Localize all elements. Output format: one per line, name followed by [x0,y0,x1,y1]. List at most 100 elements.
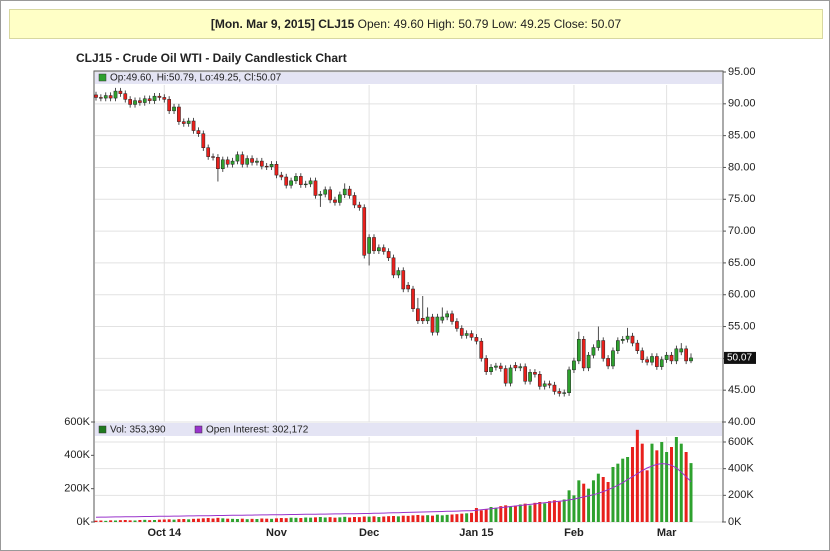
volume-bar [133,520,137,522]
candle-body [123,93,128,100]
volume-bar [494,507,498,522]
volume-bar [367,516,371,522]
candle-body [367,237,371,254]
volume-bar [606,482,610,522]
candle-body [430,316,435,333]
candle-body [435,316,440,333]
volume-bar [352,517,356,522]
volume-bar [216,517,220,522]
y2-tick-label: 600K [728,436,754,448]
volume-bar [650,443,654,522]
candle-body [216,157,220,169]
volume-bar [162,519,166,522]
volume-bar [435,514,439,522]
volume-bar [211,518,215,522]
candle-body [689,357,693,362]
candle-body [196,130,201,134]
candle-body [513,365,518,369]
chart-title: CLJ15 - Crude Oil WTI - Daily Candlestic… [76,51,347,65]
volume-bar [470,512,474,522]
candle-body [333,199,337,203]
candle-body [498,365,503,369]
volume-bar [392,516,395,522]
candle-body [279,174,284,178]
volume-bar [426,515,430,522]
volume-bar [596,473,600,522]
candle-body [557,391,562,394]
price-legend-strip [95,72,722,84]
volume-bar [552,500,556,522]
candle-body [147,98,152,101]
candle-body [528,372,532,382]
volume-bar [587,488,591,522]
y-tick-label: 65.00 [728,257,756,269]
volume-bar [655,450,659,522]
volume-bar [411,515,415,522]
volume-bar [382,516,386,522]
volume-bar [328,517,332,522]
candle-body [635,342,640,351]
y-tick-label: 95.00 [728,66,756,78]
volume-bar [99,520,103,522]
volume-bar [196,518,200,522]
volume-bar [533,502,537,522]
y2-tick-label: 400K [728,463,754,475]
y-tick-label: 55.00 [728,320,756,332]
x-tick-label: Nov [266,527,288,539]
candle-body [255,160,259,163]
candle-body [630,335,635,344]
volume-bar [669,447,673,522]
volume-bar [128,520,132,522]
candle-body [259,160,264,167]
candle-body [177,106,181,122]
volume-bar [621,458,625,522]
candle-body [308,180,313,185]
candle-body [425,316,430,322]
candle-body [459,328,464,336]
open-interest-line [95,463,692,518]
volume-bar [387,516,391,522]
candle-body [269,164,274,168]
volume-bar [338,517,342,522]
candle-body [567,369,571,393]
y-tick-label: 80.00 [728,161,756,173]
volume-bar [406,515,410,522]
volume-bar [270,518,274,522]
candle-body [167,99,172,112]
candle-body [396,270,401,276]
volume-bar [562,499,566,522]
candle-body [206,147,211,157]
candle-body [235,154,240,162]
volume-bar [333,517,337,522]
candle-body [372,237,376,252]
candle-body [381,247,386,252]
volume-bar [567,490,571,522]
candle-body [420,318,425,322]
legend-label: Open Interest: 302,172 [206,425,309,436]
candle-body [411,288,415,309]
candle-body [484,358,489,372]
volume-bar [484,509,488,522]
volume-bar [309,517,313,522]
volume-bar [235,519,239,522]
candle-body [133,100,137,105]
candle-body [655,356,659,367]
volume-bar [460,513,464,522]
y2-tick-label: 0K [728,516,742,528]
y2-tick-label: 200K [728,489,754,501]
volume-bar [304,517,308,522]
candle-body [162,97,167,100]
volume-bar [231,518,235,522]
volume-bar [445,514,449,522]
candle-body [576,339,581,362]
legend-swatch [194,425,203,434]
candle-body [474,337,479,342]
candle-body [547,383,552,386]
candle-body [220,159,225,169]
candle-body [313,180,318,196]
volume-bar [455,514,459,522]
volume-bar [611,467,615,522]
volume-bar [684,452,688,522]
candle-body [455,321,459,329]
volume-bar [377,517,381,522]
